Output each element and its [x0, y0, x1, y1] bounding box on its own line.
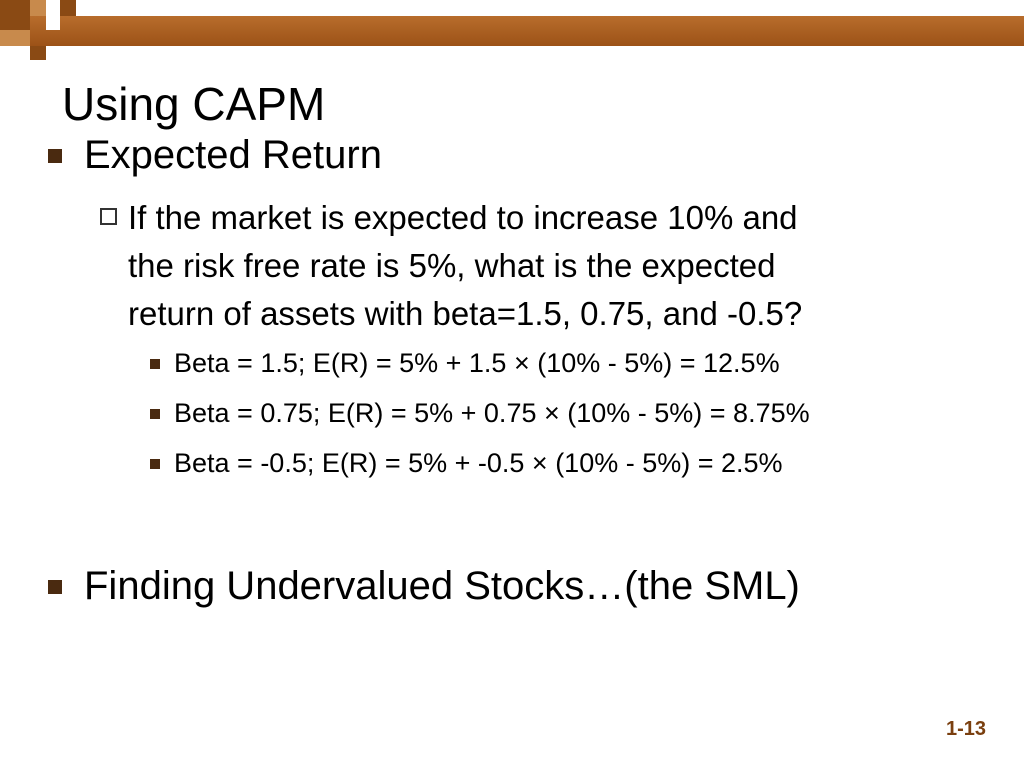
- header-deco-square: [0, 0, 30, 30]
- header-deco-square: [30, 46, 46, 60]
- bullet-text: Finding Undervalued Stocks…(the SML): [84, 564, 800, 608]
- question-line: return of assets with beta=1.5, 0.75, an…: [128, 295, 803, 332]
- calc-text: Beta = 1.5; E(R) = 5% + 1.5 × (10% - 5%)…: [174, 348, 780, 378]
- square-bullet-icon: [150, 459, 160, 469]
- header-deco-square: [30, 0, 46, 16]
- header-deco-square: [46, 16, 60, 30]
- question-text: If the market is expected to increase 10…: [128, 194, 968, 338]
- header-deco-square: [0, 30, 30, 46]
- square-bullet-icon: [150, 359, 160, 369]
- calc-text: Beta = 0.75; E(R) = 5% + 0.75 × (10% - 5…: [174, 398, 810, 428]
- header-deco-square: [60, 0, 76, 16]
- header-bar: [0, 16, 1024, 46]
- calc-text: Beta = -0.5; E(R) = 5% + -0.5 × (10% - 5…: [174, 448, 783, 478]
- square-bullet-icon: [150, 409, 160, 419]
- square-bullet-icon: [48, 580, 62, 594]
- header-deco-square: [14, 46, 30, 60]
- question-line: If the market is expected to increase 10…: [128, 199, 798, 236]
- slide-number: 1-13: [945, 718, 986, 740]
- hollow-square-bullet-icon: [100, 208, 117, 225]
- question-line: the risk free rate is 5%, what is the ex…: [128, 247, 776, 284]
- slide-title: Using CAPM: [62, 78, 326, 130]
- square-bullet-icon: [48, 149, 62, 163]
- bullet-text: Expected Return: [84, 133, 382, 177]
